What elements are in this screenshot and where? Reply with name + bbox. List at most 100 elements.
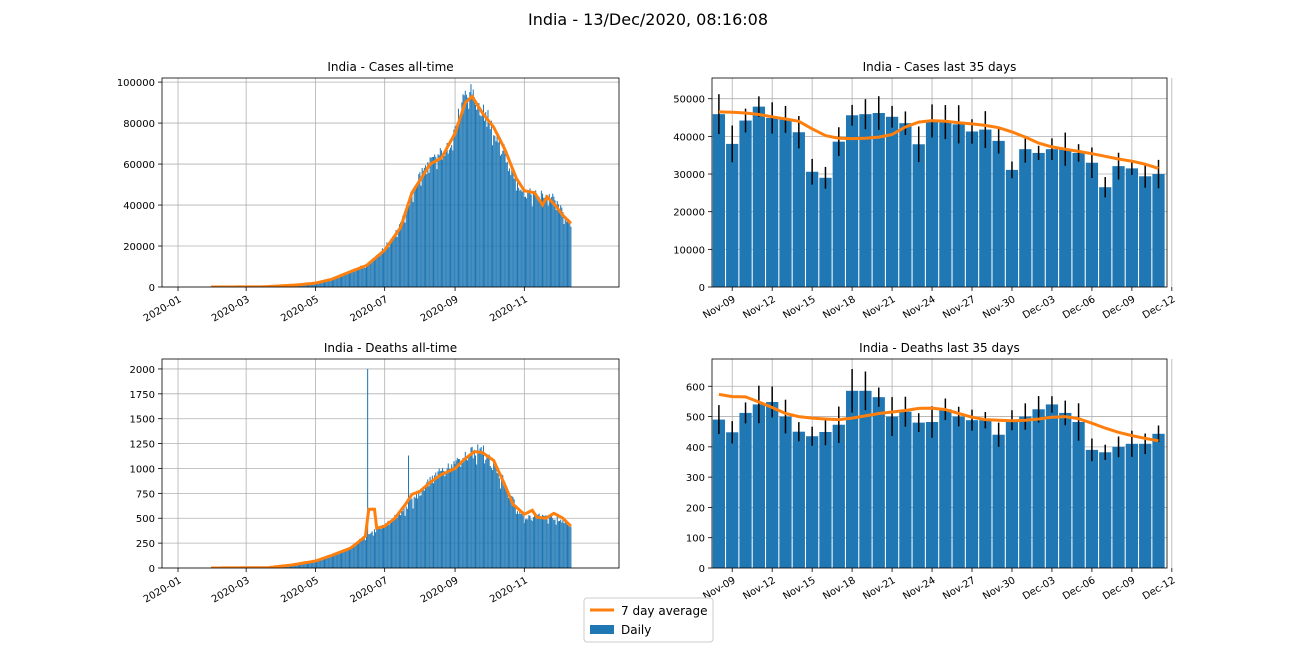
y-tick-label: 20000: [673, 208, 705, 219]
daily-bar: [405, 213, 407, 287]
daily-bar: [330, 279, 332, 287]
daily-bar: [465, 94, 467, 287]
x-tick-label: 2020-11: [488, 294, 530, 324]
daily-bar: [503, 483, 505, 568]
axes-frame: [711, 77, 1168, 288]
daily-bar: [992, 434, 1005, 568]
daily-bar: [872, 113, 885, 287]
daily-bar: [405, 506, 407, 568]
cases-35-days-chart: India - Cases last 35 days 0 10000 20000 30…: [673, 60, 1177, 321]
daily-bar: [354, 543, 356, 568]
daily-bar: [400, 515, 402, 568]
daily-bar: [521, 513, 523, 568]
daily-bar: [347, 272, 349, 287]
daily-bar: [345, 271, 347, 287]
daily-bar: [566, 524, 568, 568]
daily-bar: [367, 368, 369, 568]
y-tick-label: 100: [686, 534, 705, 545]
daily-bar: [420, 495, 422, 568]
y-tick-label: 60000: [123, 160, 155, 171]
daily-bar: [369, 261, 371, 287]
daily-bar: [436, 477, 438, 568]
daily-bar: [473, 449, 475, 568]
daily-bar: [451, 464, 453, 568]
daily-bar: [556, 516, 558, 568]
daily-bar: [369, 534, 371, 568]
daily-bar: [470, 447, 472, 568]
daily-bar: [383, 249, 385, 287]
daily-bar: [476, 109, 478, 287]
daily-bar: [455, 460, 457, 568]
daily-bar: [411, 190, 413, 287]
daily-bar: [463, 459, 465, 568]
daily-bar: [375, 532, 377, 568]
daily-bar: [514, 505, 516, 568]
daily-bar: [350, 546, 352, 568]
x-tick-label: Dec-06: [1061, 575, 1097, 602]
x-tick-label: Dec-09: [1101, 575, 1137, 602]
daily-bar: [539, 518, 541, 568]
daily-bar: [519, 511, 521, 568]
daily-bar: [308, 561, 310, 568]
daily-bar: [1005, 420, 1019, 568]
x-tick-label: 2020-01: [142, 294, 184, 324]
daily-bar: [526, 198, 528, 287]
daily-bar: [480, 116, 482, 287]
daily-bar: [501, 474, 503, 568]
daily-bar: [334, 277, 336, 287]
daily-bar: [766, 402, 779, 568]
daily-bar: [522, 515, 524, 568]
daily-bar: [469, 91, 471, 287]
daily-bar: [507, 497, 509, 568]
daily-bar: [832, 141, 845, 287]
daily-bar: [348, 548, 350, 568]
daily-bar: [564, 522, 566, 568]
daily-bar: [327, 557, 329, 568]
daily-bar: [517, 511, 519, 568]
cases-35-days-title: India - Cases last 35 days: [863, 60, 1017, 74]
daily-bar: [819, 177, 832, 287]
x-tick-label: Nov-21: [861, 294, 897, 321]
daily-bar: [376, 255, 378, 287]
daily-bar: [490, 120, 492, 287]
daily-bar: [350, 270, 352, 287]
daily-bar: [565, 221, 567, 287]
daily-bar: [555, 524, 557, 568]
daily-bar: [528, 515, 530, 568]
daily-bar: [452, 467, 454, 568]
daily-bar: [385, 248, 387, 287]
daily-bar: [461, 102, 463, 287]
daily-bar: [368, 262, 370, 287]
daily-bar: [429, 157, 431, 287]
daily-bar: [534, 513, 536, 568]
daily-bar: [309, 284, 311, 287]
daily-bar: [912, 422, 925, 568]
daily-bar: [543, 197, 545, 287]
daily-bar: [752, 106, 765, 287]
daily-bar: [380, 254, 382, 287]
daily-bar: [339, 551, 341, 568]
daily-bar: [305, 561, 307, 568]
daily-bar: [499, 155, 502, 287]
daily-bar: [739, 120, 752, 287]
daily-bar: [431, 475, 433, 568]
daily-bar: [752, 404, 765, 568]
daily-bar: [443, 470, 445, 568]
daily-bar: [426, 174, 428, 287]
x-tick-label: Dec-03: [1021, 575, 1057, 602]
daily-bar: [352, 269, 354, 287]
daily-bar: [479, 448, 481, 568]
daily-bar: [471, 446, 473, 568]
y-tick-label: 500: [136, 514, 155, 525]
daily-bar: [439, 471, 441, 568]
deaths-35-days-chart: India - Deaths last 35 days 0 100 200 300 40…: [686, 341, 1177, 602]
daily-bar: [448, 149, 450, 287]
daily-bar: [535, 190, 537, 287]
daily-bar: [380, 528, 382, 568]
daily-bar: [437, 471, 439, 568]
daily-bar: [518, 187, 520, 287]
daily-bar: [779, 119, 792, 287]
daily-bar: [806, 436, 819, 568]
daily-bar: [430, 482, 432, 568]
daily-bar: [549, 516, 551, 568]
